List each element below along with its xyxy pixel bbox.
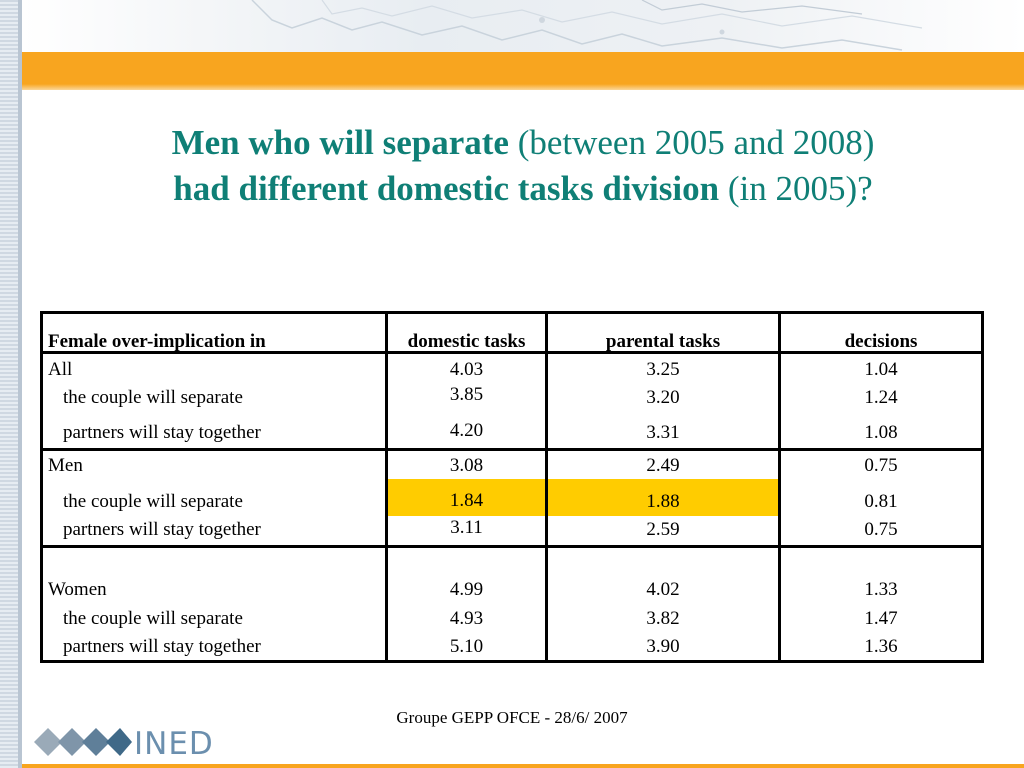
footer-text: Groupe GEPP OFCE - 28/6/ 2007 (396, 708, 628, 727)
table-cell: 3.25 (646, 359, 680, 380)
table-cell: 3.08 (449, 455, 484, 476)
left-strip-edge (18, 0, 22, 768)
table-cell: 0.75 (864, 455, 898, 476)
header-parental: parental tasks (605, 331, 721, 352)
table-cell: 1.24 (864, 387, 898, 408)
row-label: partners will stay together (63, 422, 261, 443)
table-cell: 3.20 (646, 387, 680, 408)
table-cell: 3.31 (646, 422, 680, 443)
row-label: partners will stay together (63, 519, 261, 540)
row-label: partners will stay together (63, 636, 261, 657)
col-divider (778, 314, 781, 660)
col-divider (545, 314, 548, 660)
table-cell: 0.81 (864, 491, 898, 512)
table-cell: 3.90 (646, 636, 680, 657)
title-line1-normal: (between 2005 and 2008) (508, 123, 875, 162)
highlight-men-separate-parental (548, 479, 778, 516)
title-line2-bold: had different domestic tasks division (173, 169, 720, 208)
col-divider (385, 314, 388, 660)
title-line2-normal: (in 2005)? (719, 169, 873, 208)
table-cell: 1.88 (646, 491, 680, 512)
highlight-men-separate-domestic (388, 479, 545, 516)
map-banner (22, 0, 1024, 52)
table-cell: 1.36 (864, 636, 898, 657)
row-divider (43, 545, 981, 548)
table-cell: 1.84 (449, 490, 484, 511)
row-divider (43, 448, 981, 451)
title-line-1: Men who will separate (between 2005 and … (22, 120, 1024, 166)
table-cell: 2.59 (646, 519, 680, 540)
ined-logo-text: INED (134, 726, 214, 762)
table-cell: 4.02 (646, 579, 680, 600)
row-label: the couple will separate (63, 608, 243, 629)
ined-diamonds-logo-icon (34, 728, 132, 756)
header-orange-bar (22, 52, 1024, 90)
table-cell: 4.99 (449, 579, 484, 600)
slide-title: Men who will separate (between 2005 and … (22, 120, 1024, 212)
bottom-accent-line (22, 764, 1024, 768)
group-label-women: Women (48, 579, 107, 600)
table-cell: 5.10 (449, 636, 484, 657)
table-cell: 2.49 (646, 455, 680, 476)
table-cell: 1.04 (864, 359, 898, 380)
table-cell: 1.08 (864, 422, 898, 443)
table-cell: 3.85 (449, 384, 484, 405)
title-line1-bold: Men who will separate (171, 123, 509, 162)
table-cell: 3.11 (450, 517, 483, 538)
table-cell: 1.47 (864, 608, 898, 629)
row-divider (43, 351, 981, 354)
left-decorative-strip (0, 0, 22, 768)
header-domestic: domestic tasks (407, 331, 526, 352)
header-decisions: decisions (844, 331, 918, 352)
table-cell: 4.03 (449, 359, 484, 380)
table-cell: 1.33 (864, 579, 898, 600)
row-label: the couple will separate (63, 387, 243, 408)
row-label: the couple will separate (63, 491, 243, 512)
table-cell: 0.75 (864, 519, 898, 540)
group-label-men: Men (48, 455, 83, 476)
table-cell: 3.82 (646, 608, 680, 629)
table-cell: 4.93 (449, 608, 484, 629)
table-cell: 4.20 (449, 420, 484, 441)
header-label: Female over-implication in (48, 331, 266, 352)
map-outline-icon (251, 0, 923, 51)
data-table: Female over-implication in domestic task… (40, 311, 984, 663)
title-line-2: had different domestic tasks division (i… (22, 166, 1024, 212)
group-label-all: All (48, 359, 73, 380)
